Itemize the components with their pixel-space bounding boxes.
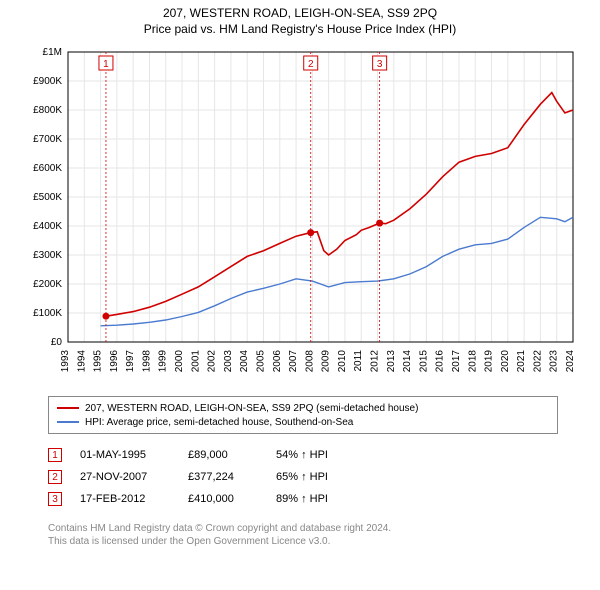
svg-text:1994: 1994 <box>76 350 87 373</box>
svg-text:2002: 2002 <box>207 350 218 373</box>
svg-text:£400K: £400K <box>33 221 62 232</box>
transaction-hpi: 89% ↑ HPI <box>276 493 356 505</box>
legend-label: HPI: Average price, semi-detached house,… <box>85 417 353 428</box>
svg-text:2015: 2015 <box>418 350 429 373</box>
svg-text:2009: 2009 <box>321 350 332 373</box>
svg-text:£700K: £700K <box>33 134 62 145</box>
svg-text:£600K: £600K <box>33 163 62 174</box>
svg-text:2016: 2016 <box>435 350 446 373</box>
transaction-badge: 3 <box>48 492 62 506</box>
svg-text:1997: 1997 <box>125 350 136 373</box>
transaction-badge: 1 <box>48 448 62 462</box>
svg-text:2005: 2005 <box>255 350 266 373</box>
svg-text:2020: 2020 <box>500 350 511 373</box>
svg-text:2: 2 <box>308 59 314 70</box>
svg-text:2023: 2023 <box>549 350 560 373</box>
svg-text:2000: 2000 <box>174 350 185 373</box>
legend-item: 207, WESTERN ROAD, LEIGH-ON-SEA, SS9 2PQ… <box>57 401 549 415</box>
transaction-badge: 2 <box>48 470 62 484</box>
legend-swatch <box>57 421 79 423</box>
svg-text:2003: 2003 <box>223 350 234 373</box>
page-subtitle: Price paid vs. HM Land Registry's House … <box>0 20 600 42</box>
svg-text:2012: 2012 <box>370 350 381 373</box>
svg-text:2008: 2008 <box>304 350 315 373</box>
legend: 207, WESTERN ROAD, LEIGH-ON-SEA, SS9 2PQ… <box>48 396 558 434</box>
legend-item: HPI: Average price, semi-detached house,… <box>57 415 549 429</box>
svg-text:2013: 2013 <box>386 350 397 373</box>
table-row: 1 01-MAY-1995 £89,000 54% ↑ HPI <box>48 444 356 466</box>
svg-text:2010: 2010 <box>337 350 348 373</box>
svg-text:2017: 2017 <box>451 350 462 373</box>
svg-text:2021: 2021 <box>516 350 527 373</box>
svg-text:2014: 2014 <box>402 350 413 373</box>
svg-text:2018: 2018 <box>467 350 478 373</box>
svg-text:£1M: £1M <box>43 47 62 58</box>
transaction-price: £410,000 <box>188 493 258 505</box>
transaction-hpi: 54% ↑ HPI <box>276 449 356 461</box>
page-title: 207, WESTERN ROAD, LEIGH-ON-SEA, SS9 2PQ <box>0 0 600 20</box>
svg-text:1995: 1995 <box>93 350 104 373</box>
transaction-price: £89,000 <box>188 449 258 461</box>
svg-text:2011: 2011 <box>353 350 364 372</box>
attribution: Contains HM Land Registry data © Crown c… <box>48 522 391 548</box>
svg-text:£800K: £800K <box>33 105 62 116</box>
svg-text:£300K: £300K <box>33 250 62 261</box>
transaction-price: £377,224 <box>188 471 258 483</box>
svg-text:2022: 2022 <box>532 350 543 373</box>
table-row: 2 27-NOV-2007 £377,224 65% ↑ HPI <box>48 466 356 488</box>
svg-text:2024: 2024 <box>565 350 576 373</box>
svg-text:3: 3 <box>377 59 383 70</box>
svg-text:2004: 2004 <box>239 350 250 373</box>
svg-text:£100K: £100K <box>33 308 62 319</box>
svg-text:1999: 1999 <box>158 350 169 373</box>
svg-text:£0: £0 <box>51 337 63 348</box>
svg-text:2006: 2006 <box>272 350 283 373</box>
svg-text:1996: 1996 <box>109 350 120 373</box>
price-chart: £0 £100K £200K £300K £400K £500K £600K £700K £80… <box>18 42 578 387</box>
svg-text:2019: 2019 <box>484 350 495 373</box>
transaction-date: 17-FEB-2012 <box>80 493 170 505</box>
svg-text:1: 1 <box>103 59 109 70</box>
attribution-line: Contains HM Land Registry data © Crown c… <box>48 522 391 535</box>
svg-text:£900K: £900K <box>33 76 62 87</box>
transaction-hpi: 65% ↑ HPI <box>276 471 356 483</box>
attribution-line: This data is licensed under the Open Gov… <box>48 535 391 548</box>
transaction-date: 27-NOV-2007 <box>80 471 170 483</box>
svg-text:1998: 1998 <box>141 350 152 373</box>
svg-text:2001: 2001 <box>190 350 201 373</box>
svg-text:1993: 1993 <box>60 350 71 373</box>
legend-swatch <box>57 407 79 409</box>
table-row: 3 17-FEB-2012 £410,000 89% ↑ HPI <box>48 488 356 510</box>
svg-text:£200K: £200K <box>33 279 62 290</box>
transactions-table: 1 01-MAY-1995 £89,000 54% ↑ HPI 2 27-NOV… <box>48 444 356 510</box>
transaction-date: 01-MAY-1995 <box>80 449 170 461</box>
svg-text:2007: 2007 <box>288 350 299 373</box>
svg-text:£500K: £500K <box>33 192 62 203</box>
legend-label: 207, WESTERN ROAD, LEIGH-ON-SEA, SS9 2PQ… <box>85 403 418 414</box>
